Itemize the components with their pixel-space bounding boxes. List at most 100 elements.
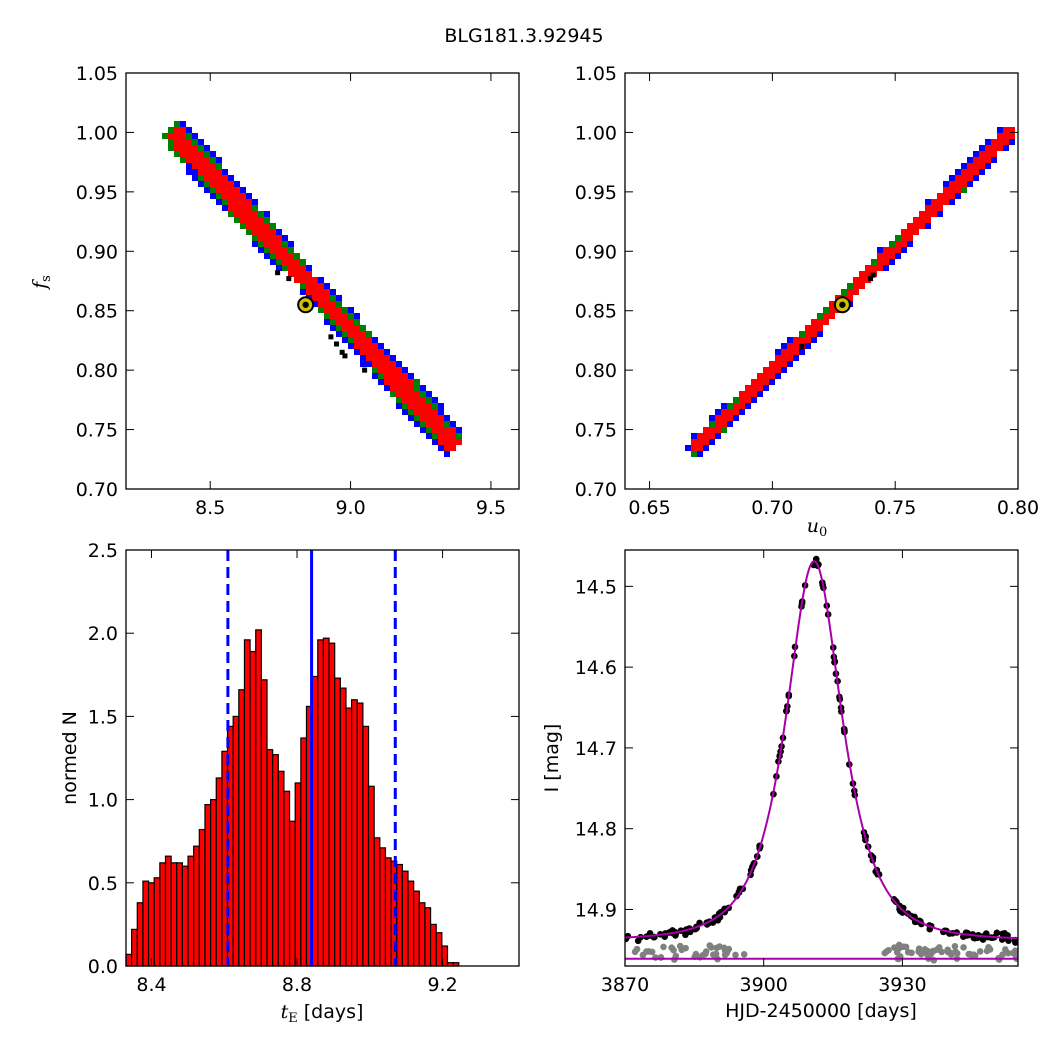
confidence-cell xyxy=(210,169,216,175)
residual-point xyxy=(944,946,952,954)
confidence-cell xyxy=(360,349,366,355)
confidence-cell xyxy=(907,229,913,235)
confidence-cell xyxy=(420,409,426,415)
confidence-cell xyxy=(384,361,390,367)
confidence-cell xyxy=(913,229,919,235)
confidence-cell xyxy=(973,175,979,181)
confidence-cell xyxy=(943,187,949,193)
sample-point xyxy=(870,272,876,278)
confidence-cell xyxy=(210,181,216,187)
confidence-cell xyxy=(366,331,372,337)
y-tick-label: 1.0 xyxy=(88,790,118,812)
confidence-cell xyxy=(336,307,342,313)
confidence-cell xyxy=(715,409,721,415)
confidence-cell xyxy=(318,277,324,283)
confidence-cell xyxy=(847,289,853,295)
confidence-cell xyxy=(372,343,378,349)
y-tick-label: 0.75 xyxy=(575,420,617,442)
confidence-cell xyxy=(444,415,450,421)
residual-point xyxy=(985,944,993,952)
residual-point xyxy=(708,944,715,951)
confidence-cell xyxy=(168,133,174,139)
confidence-cell xyxy=(198,169,204,175)
confidence-cell xyxy=(258,247,264,253)
confidence-cell xyxy=(703,439,709,445)
confidence-cell xyxy=(420,415,426,421)
confidence-cell xyxy=(967,181,973,187)
confidence-cell xyxy=(997,145,1003,151)
confidence-cell xyxy=(745,397,751,403)
x-tick-label: 3900 xyxy=(740,974,788,996)
confidence-cell xyxy=(432,433,438,439)
confidence-cell xyxy=(432,409,438,415)
confidence-cell xyxy=(354,349,360,355)
confidence-cell xyxy=(252,235,258,241)
confidence-cell xyxy=(697,451,703,457)
histogram-bar xyxy=(210,798,217,967)
best-fit-marker-center xyxy=(839,301,846,308)
confidence-cell xyxy=(871,259,877,265)
confidence-cell xyxy=(366,343,372,349)
confidence-cell xyxy=(264,241,270,247)
confidence-cell xyxy=(739,397,745,403)
confidence-cell xyxy=(264,247,270,253)
y-tick-label: 0.75 xyxy=(76,420,118,442)
confidence-cell xyxy=(1003,133,1009,139)
confidence-cell xyxy=(811,319,817,325)
confidence-cell xyxy=(216,181,222,187)
confidence-cell xyxy=(865,265,871,271)
x-tick-label: 0.75 xyxy=(874,497,916,519)
confidence-cell xyxy=(330,319,336,325)
confidence-cell xyxy=(775,373,781,379)
axes-border xyxy=(125,72,520,490)
confidence-cell xyxy=(811,337,817,343)
histogram-bar xyxy=(300,737,308,967)
confidence-cell xyxy=(264,229,270,235)
histogram-bar xyxy=(232,715,240,967)
confidence-cell xyxy=(757,379,763,385)
confidence-cell xyxy=(757,385,763,391)
histogram-bar xyxy=(424,907,432,967)
confidence-cell xyxy=(769,367,775,373)
confidence-cell xyxy=(877,253,883,259)
confidence-cell xyxy=(342,313,348,319)
confidence-cell xyxy=(709,421,715,427)
confidence-cell xyxy=(282,253,288,259)
confidence-cell xyxy=(198,175,204,181)
confidence-cell xyxy=(895,241,901,247)
confidence-cell xyxy=(751,379,757,385)
axes-border xyxy=(624,72,1019,490)
confidence-cell xyxy=(186,139,192,145)
x-tick-label: 0.70 xyxy=(751,497,793,519)
confidence-cell xyxy=(402,391,408,397)
residual-point xyxy=(883,948,890,955)
confidence-cell xyxy=(300,259,306,265)
residual-point xyxy=(976,948,984,955)
confidence-cell xyxy=(913,217,919,223)
confidence-cell xyxy=(246,211,252,217)
confidence-cell xyxy=(378,343,384,349)
confidence-cell xyxy=(198,157,204,163)
confidence-cell xyxy=(198,181,204,187)
x-ticks: 3870 3900 3930 xyxy=(601,550,927,996)
confidence-cell xyxy=(420,397,426,403)
y-tick-label: 2.0 xyxy=(88,623,118,645)
confidence-cell xyxy=(342,307,348,313)
residual-point xyxy=(965,950,973,958)
confidence-cell xyxy=(252,217,258,223)
model-curve xyxy=(625,560,1018,940)
confidence-cell xyxy=(709,427,715,433)
confidence-cell xyxy=(877,247,883,253)
confidence-cell xyxy=(883,259,889,265)
confidence-cell xyxy=(228,187,234,193)
confidence-cell xyxy=(204,145,210,151)
histogram-bar xyxy=(418,902,426,967)
confidence-cell xyxy=(991,157,997,163)
residual-point xyxy=(908,949,915,957)
confidence-cell xyxy=(246,199,252,205)
confidence-cell xyxy=(438,403,444,409)
y-tick-label: 0.5 xyxy=(88,873,118,895)
y-tick-label: 0.70 xyxy=(575,479,617,501)
confidence-cell xyxy=(270,235,276,241)
confidence-cell xyxy=(853,283,859,289)
